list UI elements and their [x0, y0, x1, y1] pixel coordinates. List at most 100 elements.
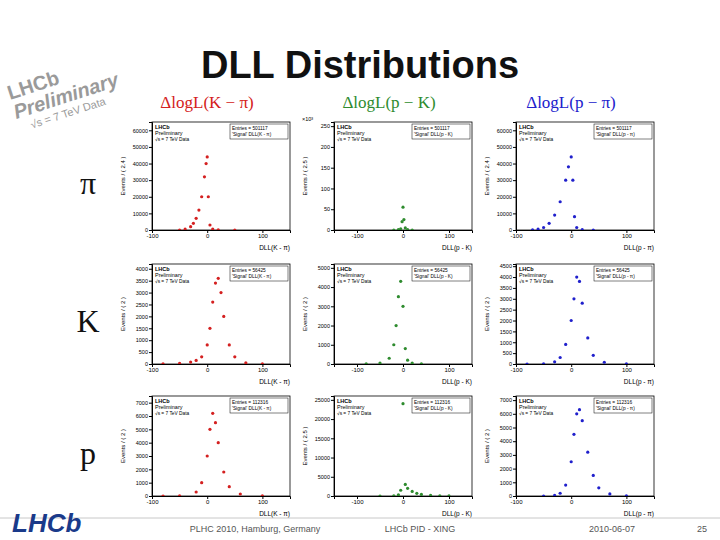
y-tick: 4000	[500, 438, 516, 444]
x-tick-label: 100	[444, 233, 455, 239]
y-axis: 05001000150020002500300035004000	[136, 265, 153, 368]
x-tick: -100	[510, 364, 523, 373]
stats-text: Entries = 112316	[414, 400, 450, 405]
y-tick: 2500	[500, 307, 516, 313]
y-tick-label: 3500	[136, 278, 148, 284]
y-tick-mark	[331, 147, 334, 148]
data-point	[399, 489, 402, 492]
data-point	[570, 460, 573, 463]
x-tick: 100	[622, 364, 633, 373]
y-tick-label: 2000	[500, 318, 512, 324]
x-tick: 100	[444, 364, 455, 373]
y-tick: 5000	[500, 425, 516, 431]
x-axis-title: DLL(p - K)	[442, 378, 472, 386]
y-tick-mark	[513, 266, 516, 267]
y-tick: 100	[321, 186, 334, 192]
data-point	[570, 155, 573, 158]
data-point	[195, 490, 198, 493]
panel: -10001000100002000030000400005000060000E…	[118, 116, 296, 252]
data-point	[189, 225, 192, 228]
x-axis-line	[153, 365, 291, 368]
y-tick-mark	[513, 130, 516, 131]
y-tick-label: 1500	[500, 329, 512, 335]
y-tick-label: 1500	[136, 326, 148, 332]
y-tick: 10000	[133, 211, 152, 217]
y-tick-mark	[149, 469, 152, 470]
data-point	[219, 291, 222, 294]
y-tick-label: 40000	[133, 161, 148, 167]
y-tick-mark	[331, 345, 334, 346]
x-tick: 0	[570, 364, 574, 373]
y-tick-mark	[149, 340, 152, 341]
x-axis: -1000100	[510, 230, 654, 239]
data-point	[197, 208, 200, 211]
y-axis-title: Events / ( 2 )	[484, 297, 490, 331]
annotation: √s = 7 TeV Data	[519, 411, 553, 416]
data-point	[597, 486, 600, 489]
y-tick: 2000	[136, 314, 152, 320]
y-tick: 0	[145, 361, 152, 367]
stats-text: 'Signal' DLL(p - π)	[596, 274, 635, 279]
y-tick-label: 30000	[133, 177, 148, 183]
y-tick: 4000	[318, 284, 334, 290]
x-axis: -1000100	[510, 496, 654, 505]
data-point	[228, 343, 231, 346]
stats-text: 'Signal' DLL(p - K)	[414, 274, 453, 279]
y-tick-label: 7000	[500, 397, 512, 403]
x-axis-title: DLL(p - π)	[624, 244, 654, 252]
x-tick: 0	[206, 496, 210, 505]
panel: -100010001000200030004000500060007000Eve…	[482, 390, 660, 518]
data-point	[420, 362, 423, 364]
y-tick-label: 4000	[136, 266, 148, 272]
y-tick: 3000	[500, 452, 516, 458]
y-tick-mark	[331, 188, 334, 189]
annotation: √s = 7 TeV Data	[337, 279, 371, 284]
x-tick-label: -100	[351, 367, 364, 373]
data-point	[222, 315, 225, 318]
marks	[378, 402, 450, 496]
x-tick: -100	[510, 230, 523, 239]
data-point	[178, 228, 181, 230]
y-tick: 50	[324, 206, 334, 212]
data-point	[573, 215, 576, 218]
y-tick: 50000	[497, 144, 516, 150]
data-point	[206, 343, 209, 346]
y-tick-label: 200	[321, 144, 330, 150]
y-tick-mark	[149, 230, 152, 231]
y-tick: 7000	[136, 400, 152, 406]
y-tick: 60000	[497, 128, 516, 134]
y-tick-label: 2000	[500, 466, 512, 472]
x-tick-label: 0	[570, 367, 574, 373]
data-point	[404, 483, 407, 486]
data-point	[211, 412, 214, 415]
data-point	[411, 361, 414, 364]
data-point	[581, 228, 584, 230]
y-tick: 6000	[136, 413, 152, 419]
y-tick: 1000	[136, 480, 152, 486]
marks	[161, 277, 264, 364]
plot-frame	[334, 122, 472, 230]
y-tick: 0	[509, 493, 516, 499]
x-tick-label: -100	[510, 233, 523, 239]
data-point	[564, 483, 567, 486]
data-point	[378, 494, 381, 496]
x-tick: -100	[351, 496, 364, 505]
data-point	[401, 206, 404, 209]
panel-background	[300, 116, 478, 252]
data-point	[402, 218, 405, 221]
y-tick-label: 500	[139, 349, 148, 355]
y-tick-mark	[513, 496, 516, 497]
y-tick-mark	[513, 428, 516, 429]
y-axis-line	[513, 265, 517, 365]
x-axis-title: DLL(p - K)	[442, 244, 472, 252]
footer-line	[0, 518, 720, 519]
x-tick: -100	[351, 230, 364, 239]
x-tick: -100	[146, 230, 159, 239]
background	[0, 0, 720, 540]
y-tick: 4000	[500, 274, 516, 280]
y-axis-title: Events / ( 2.4 )	[484, 156, 490, 195]
panel: -10001000500010000150002000025000Events …	[300, 390, 478, 518]
data-point	[217, 441, 220, 444]
x-tick-label: -100	[351, 233, 364, 239]
y-tick: 10000	[497, 211, 516, 217]
